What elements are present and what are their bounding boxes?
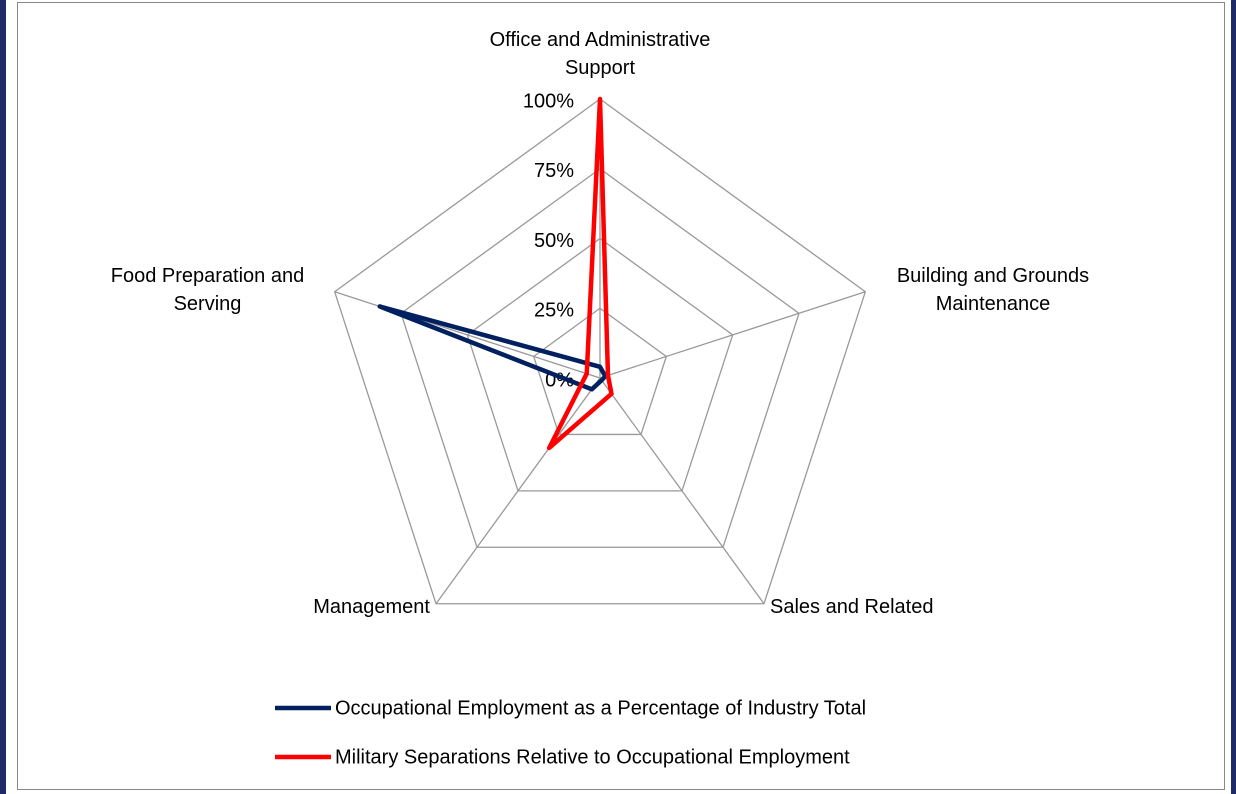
chart-frame [17,2,1225,790]
grid-line [466,237,734,492]
r-tick-label: 100% [523,90,574,112]
spoke [599,291,866,379]
grid-line [333,98,867,605]
r-tick-label: 75% [534,160,574,182]
series-line [377,304,608,392]
spoke [435,377,601,605]
category-label: Food Preparation and Serving [110,265,305,315]
legend-label: Occupational Employment as a Percentage … [335,697,866,719]
spoke [599,377,765,605]
grid-line [532,307,668,436]
left-edge [0,0,6,794]
series-line [546,96,614,451]
category-label: Management [313,596,430,618]
legend-label: Military Separations Relative to Occupat… [335,746,850,768]
category-label: Sales and Related [770,596,934,618]
grid-line [400,167,800,548]
category-label: Office and Administrative Support [489,29,711,79]
category-label: Building and Grounds Maintenance [896,265,1090,315]
right-edge [1231,0,1236,794]
r-tick-label: 25% [534,300,574,322]
r-tick-label: 50% [534,230,574,252]
